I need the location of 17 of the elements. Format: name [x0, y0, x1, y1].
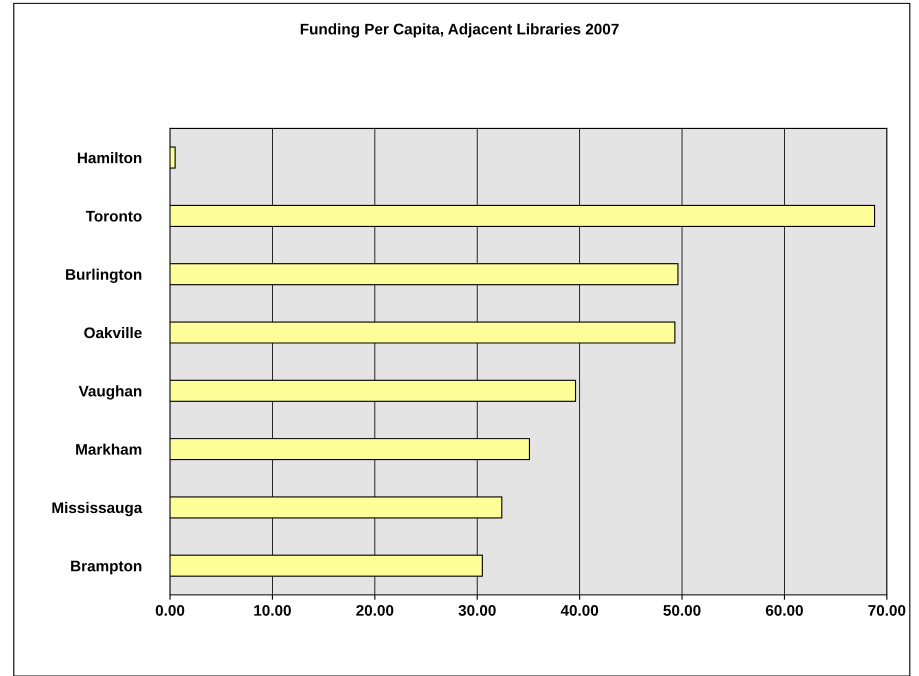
x-tick-label: 30.00 — [458, 605, 496, 616]
x-tick-label: 70.00 — [868, 605, 906, 616]
y-tick-label: Mississauga — [52, 502, 142, 516]
y-tick-label: Vaughan — [78, 385, 142, 400]
y-tick-label: Toronto — [86, 210, 142, 222]
x-tick-label: 10.00 — [254, 605, 291, 616]
y-tick-label: Oakville — [84, 326, 142, 338]
x-tick-label: 40.00 — [560, 605, 598, 616]
chart-title: Funding Per Capita, Adjacent Libraries 2007 — [300, 23, 619, 38]
x-tick-label: 0.00 — [156, 605, 184, 616]
x-tick-label: 60.00 — [766, 605, 803, 616]
y-tick-label: Markham — [76, 444, 142, 455]
x-tick-label: 20.00 — [356, 605, 394, 616]
x-tick-label: 50.00 — [663, 605, 701, 616]
y-tick-label: Brampton — [71, 560, 142, 574]
y-tick-label: Burlington — [66, 268, 142, 283]
y-tick-label: Hamilton — [78, 152, 142, 164]
